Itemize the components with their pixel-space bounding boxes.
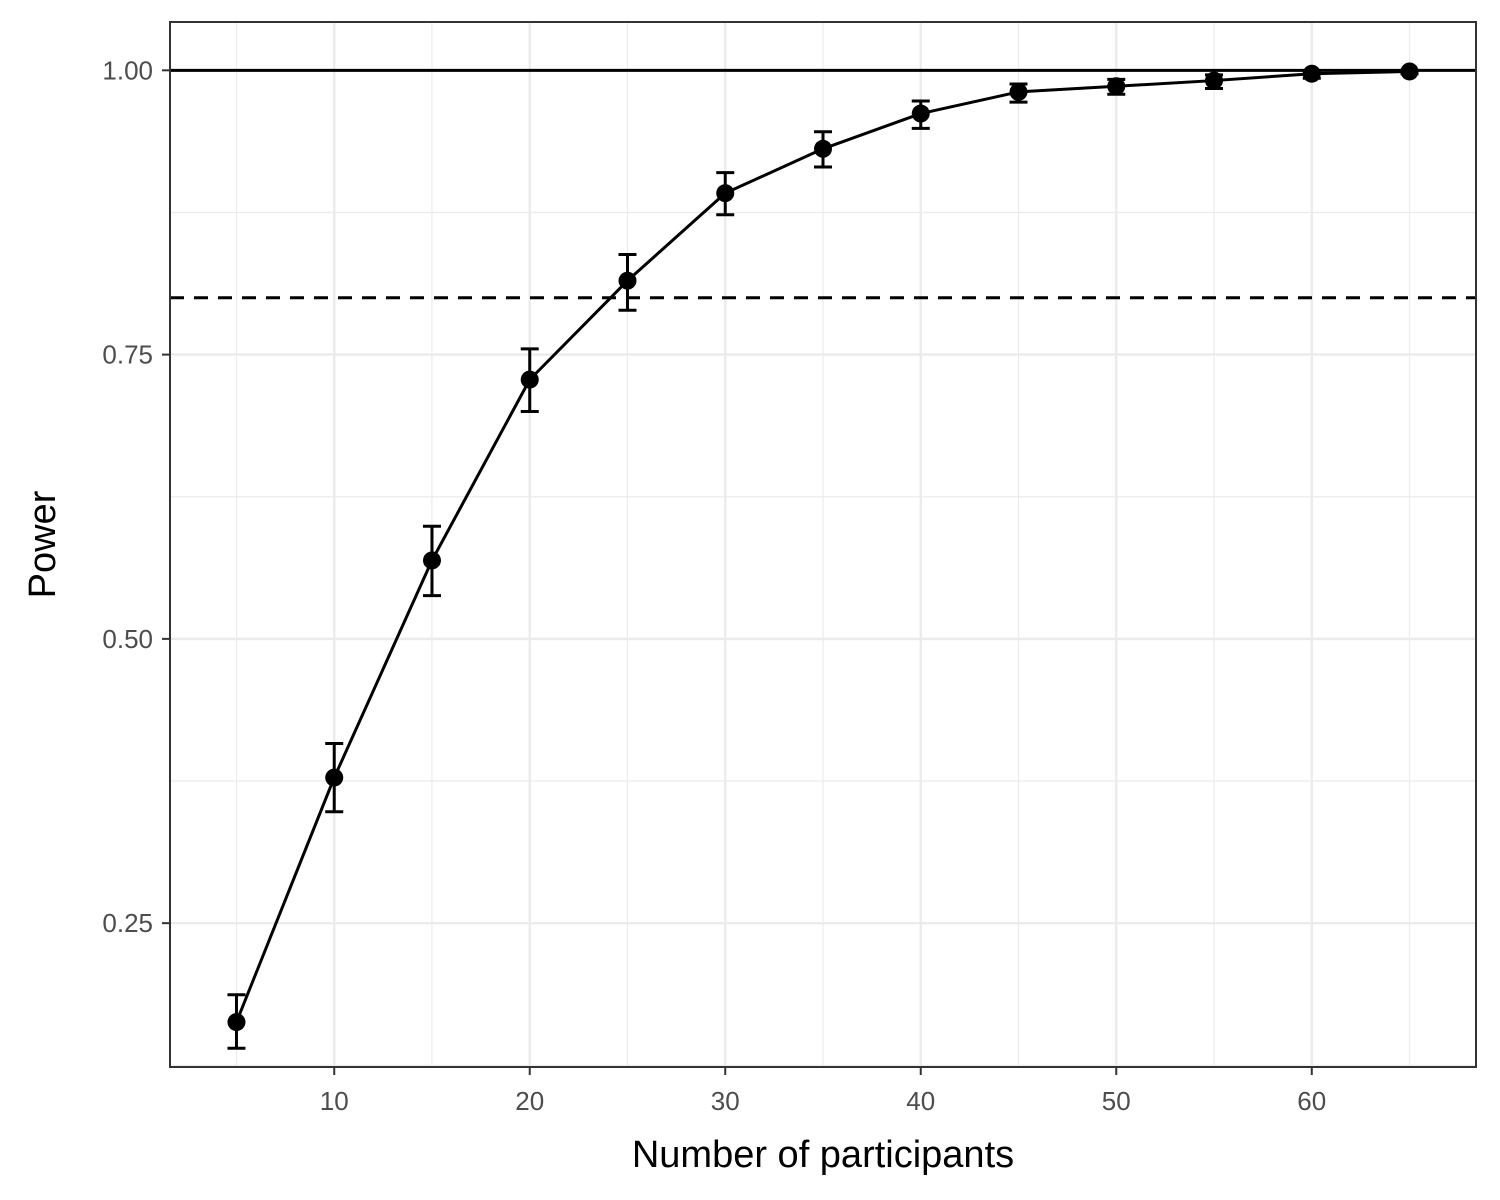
data-point (422, 551, 441, 570)
y-tick-label: 1.00 (102, 55, 153, 85)
y-tick-label: 0.75 (102, 340, 153, 370)
data-point (1107, 77, 1126, 96)
x-tick-label: 30 (711, 1086, 740, 1116)
data-point (325, 768, 344, 787)
x-axis-title: Number of participants (632, 1134, 1014, 1176)
y-axis-tick-labels: 0.25 0.50 0.75 1.00 (102, 55, 153, 938)
x-axis-tick-labels: 10 20 30 40 50 60 (320, 1086, 1326, 1116)
x-tick-label: 40 (906, 1086, 935, 1116)
y-tick-label: 0.50 (102, 624, 153, 654)
y-tick-label: 0.25 (102, 908, 153, 938)
data-point (716, 184, 735, 203)
data-point (814, 139, 832, 158)
data-point (1009, 82, 1028, 101)
panel-border (169, 21, 1477, 1068)
data-points (227, 62, 1419, 1032)
y-axis-title: Power (22, 490, 64, 598)
data-point (1302, 64, 1321, 83)
reference-lines (170, 68, 1476, 300)
grid-minor (170, 22, 1476, 1067)
x-tick-label: 60 (1297, 1086, 1326, 1116)
y-axis-ticks (162, 69, 170, 925)
x-tick-label: 10 (320, 1086, 349, 1116)
x-tick-label: 20 (515, 1086, 544, 1116)
x-axis-ticks (333, 1067, 1313, 1075)
data-point (1400, 62, 1419, 81)
data-point (911, 104, 930, 123)
data-point (618, 271, 637, 290)
data-point (1205, 71, 1224, 90)
x-tick-label: 50 (1102, 1086, 1131, 1116)
data-point (520, 370, 539, 389)
data-point (227, 1013, 246, 1032)
